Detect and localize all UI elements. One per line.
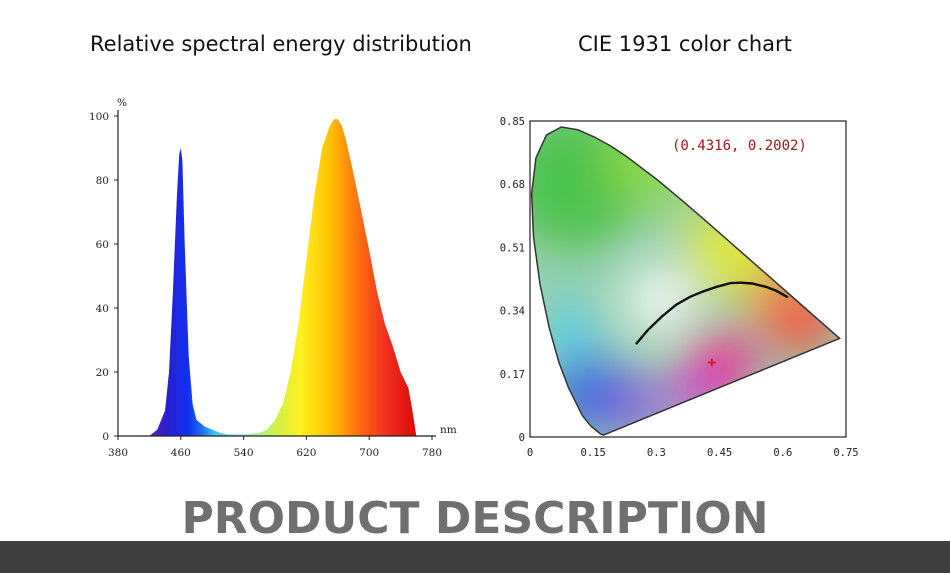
spectral-chart: 380 460 540 620 700 780 0 20 40 60 80 100 % nm xyxy=(89,97,457,459)
cie-y-tick-label: 0.85 xyxy=(500,116,525,128)
cie-spectral-locus xyxy=(530,126,842,436)
spectral-y-tick-label: 0 xyxy=(102,431,109,443)
cie-y-tick-label: 0 xyxy=(519,432,525,444)
spectral-chart-title: Relative spectral energy distribution xyxy=(90,32,472,56)
spectral-x-tick-label: 620 xyxy=(296,447,316,459)
spectral-y-unit: % xyxy=(117,97,127,109)
spectral-x-unit: nm xyxy=(440,424,457,436)
cie-y-tick-label: 0.34 xyxy=(500,306,525,318)
planckian-locus xyxy=(635,281,789,345)
cie-x-tick-label: 0.15 xyxy=(581,447,606,459)
cie-y-tick-label: 0.51 xyxy=(500,242,525,254)
cie-plot-frame xyxy=(529,120,847,438)
spectral-y-tick-label: 60 xyxy=(96,239,109,251)
cie-x-tick-label: 0.75 xyxy=(833,447,858,459)
cie-chart: (0.4316, 0.2002) 0 0.15 0.3 0.45 0.6 0.75 0 0.… xyxy=(500,116,859,459)
spectral-x-tick-label: 380 xyxy=(108,447,128,459)
cie-x-tick-label: 0 xyxy=(527,447,533,459)
spectral-y-tick-label: 40 xyxy=(96,303,109,315)
spectral-y-tick-label: 80 xyxy=(96,175,109,187)
cie-x-tick-label: 0.45 xyxy=(707,447,732,459)
cie-y-tick-label: 0.17 xyxy=(500,369,525,381)
spectral-y-tick-label: 100 xyxy=(89,111,109,123)
chromaticity-point-marker xyxy=(707,358,716,367)
spectrum-area xyxy=(149,119,417,436)
spectral-x-tick-label: 700 xyxy=(359,447,379,459)
cie-x-tick-label: 0.6 xyxy=(773,447,792,459)
cie-gamut-fill xyxy=(531,127,840,436)
cie-y-tick-label: 0.68 xyxy=(500,179,525,191)
spectral-x-tick-label: 780 xyxy=(422,447,442,459)
spectral-x-tick-label: 460 xyxy=(171,447,191,459)
cie-chart-title: CIE 1931 color chart xyxy=(578,32,792,56)
product-description-heading: PRODUCT DESCRIPTION xyxy=(181,493,769,544)
spectral-x-tick-label: 540 xyxy=(234,447,254,459)
bottom-bar xyxy=(0,541,950,573)
cie-x-tick-label: 0.3 xyxy=(647,447,666,459)
chromaticity-coordinates: (0.4316, 0.2002) xyxy=(672,138,807,154)
spectral-y-tick-label: 20 xyxy=(96,367,109,379)
